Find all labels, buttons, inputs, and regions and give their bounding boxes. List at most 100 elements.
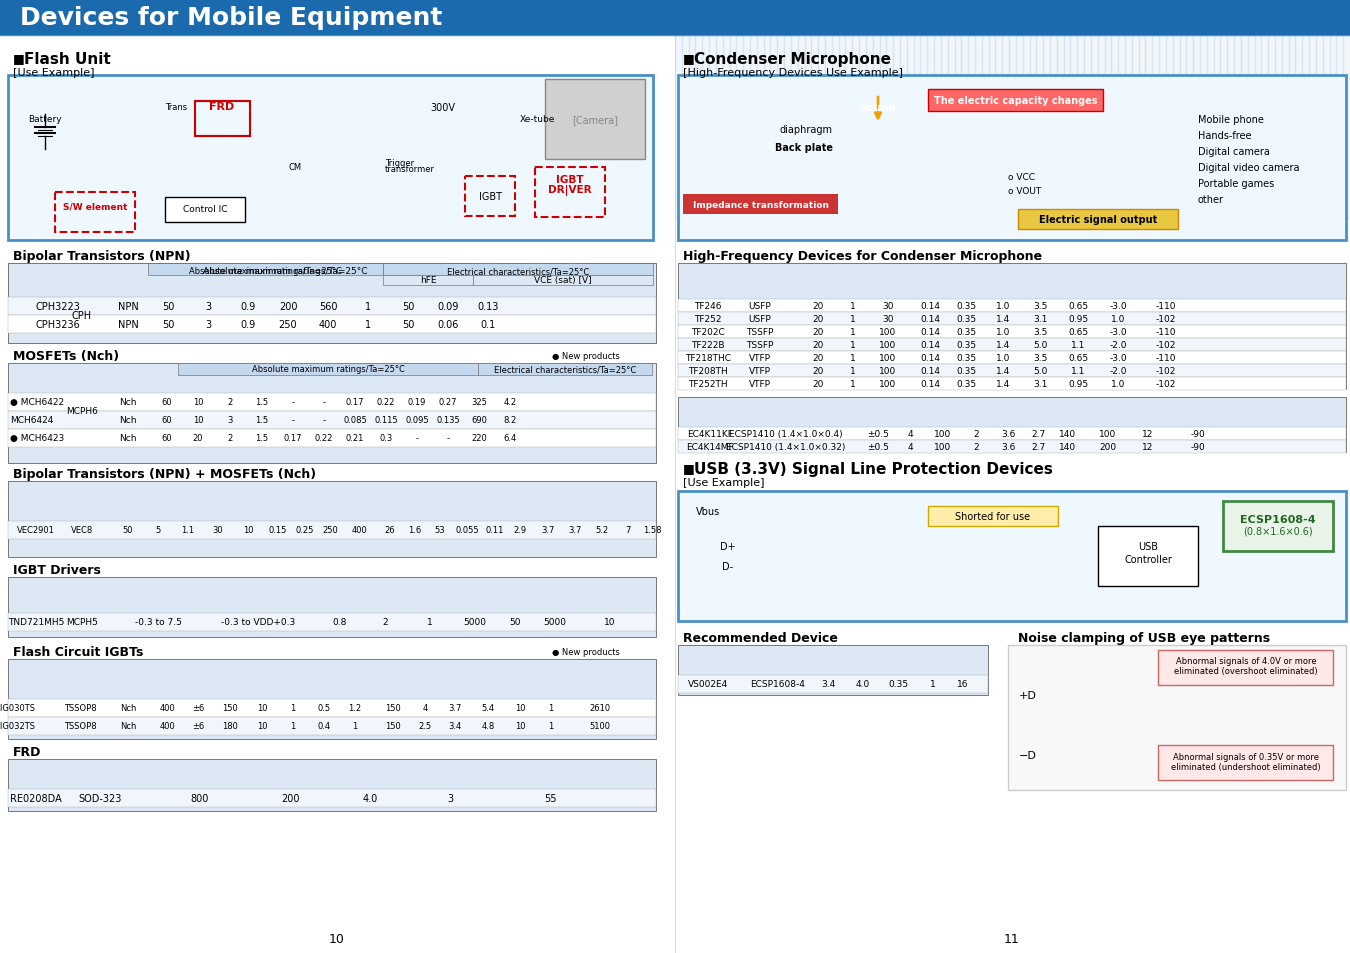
Bar (678, 440, 1346, 454)
Text: 0.35: 0.35 (956, 328, 976, 336)
Text: CPH3223: CPH3223 (36, 302, 81, 312)
Bar (464, 177, 514, 216)
Text: 50: 50 (402, 302, 414, 312)
Text: 400: 400 (159, 721, 176, 731)
Text: VS002E4: VS002E4 (688, 679, 728, 689)
Text: 100: 100 (879, 354, 896, 363)
Text: 220: 220 (471, 434, 487, 443)
Text: 0.5: 0.5 (317, 703, 331, 713)
Text: VEC2901: VEC2901 (18, 526, 55, 535)
Text: 560: 560 (319, 302, 338, 312)
Text: -3.0: -3.0 (1110, 328, 1127, 336)
Text: 1: 1 (850, 340, 856, 350)
Text: 5.0: 5.0 (1033, 367, 1048, 375)
Bar (1223, 501, 1332, 552)
Text: 0.95: 0.95 (1068, 379, 1088, 389)
Text: Abnormal signals of 4.0V or more: Abnormal signals of 4.0V or more (1176, 657, 1316, 666)
Text: 53: 53 (435, 526, 446, 535)
Text: TSSFP: TSSFP (747, 328, 774, 336)
Text: FRD: FRD (14, 745, 42, 759)
Text: Portable games: Portable games (1197, 179, 1274, 189)
Text: 3.7: 3.7 (541, 526, 555, 535)
Text: DR|VER: DR|VER (548, 184, 591, 195)
Bar (8, 364, 656, 463)
Text: ■: ■ (14, 52, 24, 65)
Text: Mobile phone: Mobile phone (1197, 115, 1264, 125)
Text: Control IC: Control IC (182, 205, 227, 214)
Text: 0.35: 0.35 (956, 314, 976, 324)
Text: Trans: Trans (165, 103, 188, 112)
Text: 2: 2 (973, 430, 979, 438)
Text: -90: -90 (1191, 430, 1206, 438)
Text: 0.9: 0.9 (240, 319, 255, 330)
Bar (678, 352, 1346, 365)
Text: 3.1: 3.1 (1033, 314, 1048, 324)
Bar (8, 481, 656, 558)
Text: 1: 1 (930, 679, 936, 689)
Text: 0.17: 0.17 (284, 434, 302, 443)
Text: 0.135: 0.135 (436, 416, 460, 425)
Bar (383, 275, 472, 286)
Text: 2: 2 (973, 442, 979, 452)
Text: Recommended Device: Recommended Device (683, 631, 838, 644)
Bar (1008, 645, 1346, 790)
Text: 0.14: 0.14 (919, 340, 940, 350)
Text: 60: 60 (162, 434, 173, 443)
Text: -: - (292, 416, 294, 425)
Text: MOSFETs (Nch): MOSFETs (Nch) (14, 350, 119, 363)
Text: Nch: Nch (120, 721, 136, 731)
Text: 5.0: 5.0 (1033, 340, 1048, 350)
Text: 2: 2 (227, 434, 232, 443)
Text: 100: 100 (934, 430, 952, 438)
Text: Back plate: Back plate (775, 143, 833, 152)
Text: The electric capacity changes: The electric capacity changes (934, 96, 1098, 106)
Bar (478, 364, 652, 375)
Text: 20: 20 (813, 328, 823, 336)
Text: ● TIG032TS: ● TIG032TS (0, 721, 35, 731)
Text: 1.1: 1.1 (181, 526, 194, 535)
Text: Trigger: Trigger (385, 158, 414, 168)
Text: 10: 10 (256, 721, 267, 731)
Bar (8, 430, 656, 448)
Text: -3.0: -3.0 (1110, 354, 1127, 363)
Text: -102: -102 (1156, 379, 1176, 389)
Text: ECSP1608-4: ECSP1608-4 (751, 679, 806, 689)
Text: 3.6: 3.6 (1000, 430, 1015, 438)
Text: 100: 100 (934, 442, 952, 452)
Text: 150: 150 (385, 721, 401, 731)
Text: -110: -110 (1156, 328, 1176, 336)
Text: 1.5: 1.5 (255, 416, 269, 425)
Text: 1: 1 (850, 302, 856, 311)
Text: -: - (292, 398, 294, 407)
Text: transformer: transformer (385, 165, 435, 174)
Text: Battery: Battery (28, 115, 62, 125)
Bar (178, 364, 478, 375)
Text: 60: 60 (162, 416, 173, 425)
Text: 250: 250 (323, 526, 338, 535)
Text: TF252: TF252 (694, 314, 722, 324)
Text: VEC8: VEC8 (70, 526, 93, 535)
Text: 0.055: 0.055 (455, 526, 479, 535)
Text: −D: −D (1019, 750, 1037, 760)
Text: Bipolar Transistors (NPN): Bipolar Transistors (NPN) (14, 250, 190, 263)
Text: VTFP: VTFP (749, 367, 771, 375)
Text: 0.14: 0.14 (919, 302, 940, 311)
Text: USFP: USFP (749, 314, 771, 324)
Text: Devices for Mobile Equipment: Devices for Mobile Equipment (20, 6, 443, 30)
Bar (927, 90, 1103, 112)
Text: 0.14: 0.14 (919, 367, 940, 375)
Text: 10: 10 (514, 703, 525, 713)
Text: Digital video camera: Digital video camera (1197, 163, 1300, 172)
Text: -90: -90 (1191, 442, 1206, 452)
Text: 0.27: 0.27 (439, 398, 458, 407)
Text: ECSP1410 (1.4×1.0×0.32): ECSP1410 (1.4×1.0×0.32) (726, 442, 845, 452)
Bar (8, 789, 656, 807)
Text: SOD-323: SOD-323 (78, 793, 121, 803)
Text: 5100: 5100 (590, 721, 610, 731)
Text: o VCC: o VCC (1008, 173, 1035, 182)
Bar (8, 659, 656, 740)
Text: [High-Frequency Devices Use Example]: [High-Frequency Devices Use Example] (683, 68, 903, 78)
Text: 150: 150 (385, 703, 401, 713)
Text: 100: 100 (1099, 430, 1116, 438)
Text: 26: 26 (385, 526, 396, 535)
